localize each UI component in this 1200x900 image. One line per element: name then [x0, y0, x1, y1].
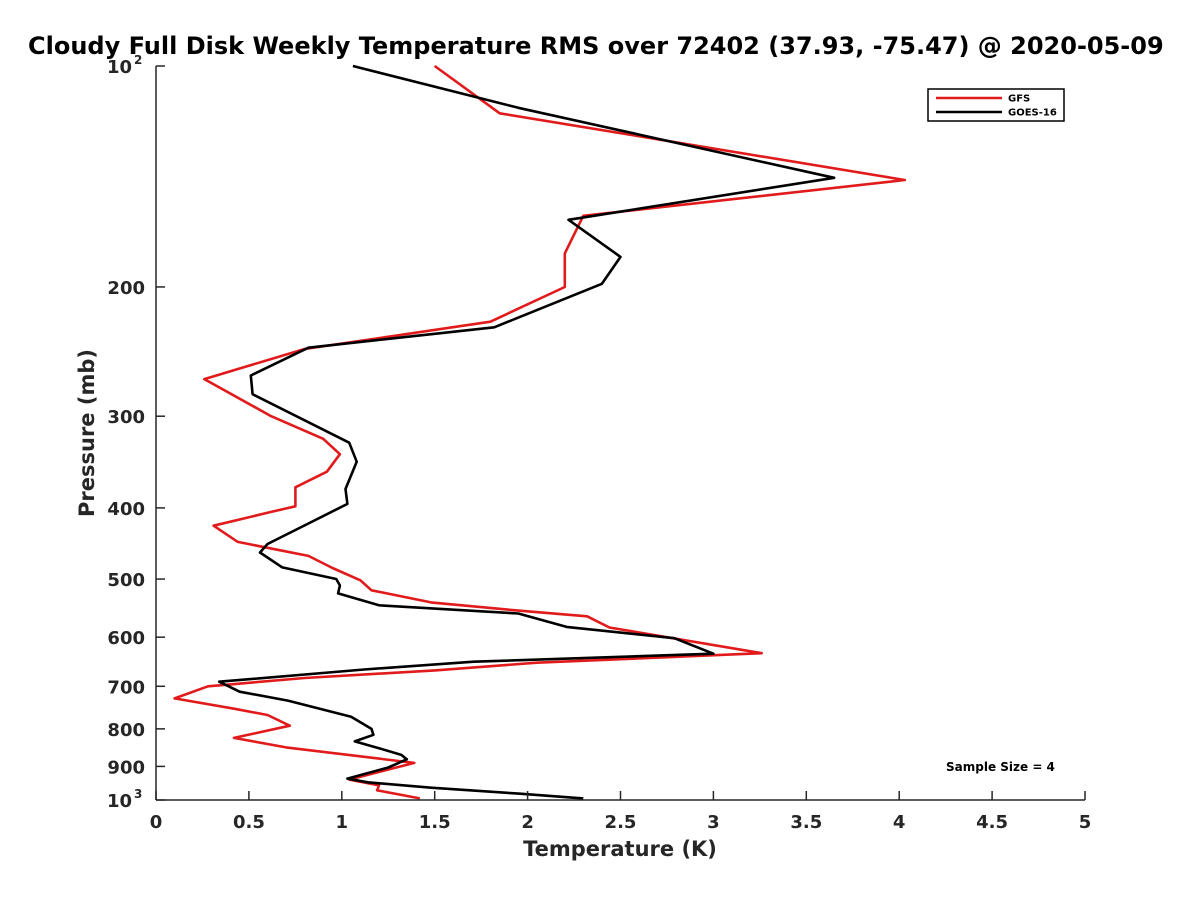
x-tick-label: 1	[336, 812, 349, 833]
y-tick-label: 10	[107, 57, 132, 78]
legend: GFS GOES-16	[927, 88, 1065, 122]
x-tick-label: 2.5	[605, 812, 637, 833]
y-tick-label: 200	[107, 278, 145, 299]
x-axis-ticks: 0 0.5 1 1.5 2 2.5 3 3.5 4 4.5 5	[150, 791, 1092, 833]
y-tick-label: 800	[107, 720, 145, 741]
y-axis-label: Pressure (mb)	[75, 349, 99, 517]
x-tick-label: 5	[1079, 812, 1092, 833]
y-tick-label: 400	[107, 499, 145, 520]
y-tick-exponent: 2	[134, 53, 142, 67]
y-tick-label: 700	[107, 677, 145, 698]
x-tick-label: 0.5	[233, 812, 265, 833]
sample-size-annotation: Sample Size = 4	[946, 760, 1055, 774]
y-tick-label: 600	[107, 628, 145, 649]
x-tick-label: 3.5	[790, 812, 822, 833]
x-tick-label: 4	[893, 812, 906, 833]
x-axis-label: Temperature (K)	[523, 837, 717, 861]
x-tick-label: 1.5	[419, 812, 451, 833]
y-tick-label: 10	[107, 791, 132, 812]
x-tick-label: 3	[707, 812, 720, 833]
y-tick-label: 500	[107, 570, 145, 591]
x-tick-label: 0	[150, 812, 163, 833]
x-tick-label: 2	[521, 812, 534, 833]
chart-title: Cloudy Full Disk Weekly Temperature RMS …	[28, 32, 1164, 60]
legend-entry-label: GOES-16	[1008, 108, 1057, 119]
y-tick-exponent: 3	[134, 787, 142, 801]
legend-entry-label: GFS	[1008, 94, 1030, 105]
legend-box	[927, 88, 1065, 122]
series-lines	[173, 64, 907, 800]
x-tick-label: 4.5	[976, 812, 1008, 833]
y-tick-label: 300	[107, 407, 145, 428]
y-tick-label: 900	[107, 757, 145, 778]
series-line-goes-16	[217, 64, 836, 800]
